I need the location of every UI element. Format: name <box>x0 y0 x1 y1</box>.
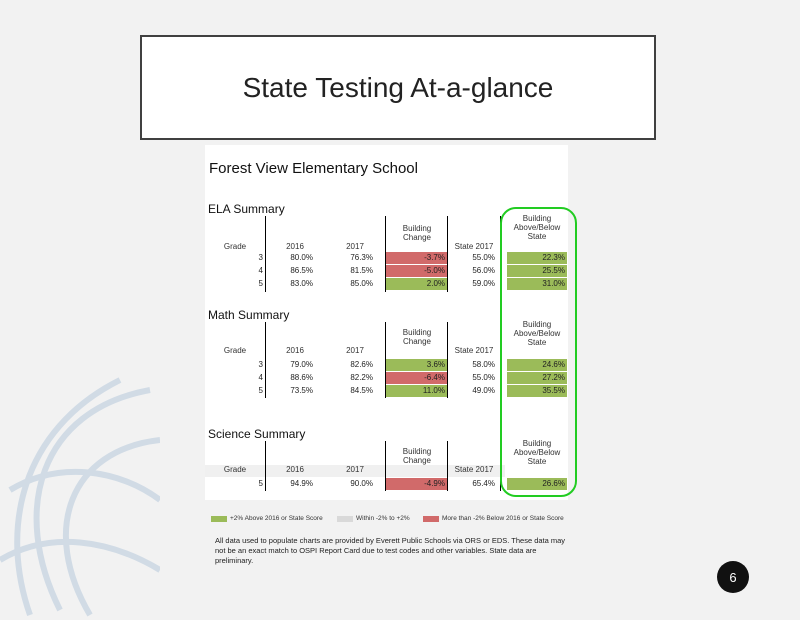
data-source-note: All data used to populate charts are pro… <box>215 536 566 565</box>
science-section: Science Summary Grade 2016 2017 Building… <box>205 427 568 497</box>
ela-row-2-above: 25.5% <box>507 265 567 277</box>
math-row-3-y2016: 73.5% <box>290 386 313 395</box>
globe-decoration-icon <box>0 377 160 617</box>
above-state-highlight-ring <box>500 207 577 497</box>
ela-row-2-y2017: 81.5% <box>350 266 373 275</box>
math-section: Math Summary Grade 2016 2017 Building Ch… <box>205 308 568 398</box>
ela-header-above: Building Above/Below State <box>513 214 561 241</box>
ela-row-1-grade: 3 <box>258 253 263 262</box>
math-row-2-state: 55.0% <box>472 373 495 382</box>
ela-header-2016: 2016 <box>286 242 304 251</box>
ela-header-grade: Grade <box>223 242 247 251</box>
math-row-2-y2017: 82.2% <box>350 373 373 382</box>
science-row-1-above: 26.6% <box>507 478 567 490</box>
math-row-1-above: 24.6% <box>507 359 567 371</box>
ela-row-3-grade: 5 <box>258 279 263 288</box>
slide-title: State Testing At-a-glance <box>242 71 554 103</box>
science-header-above: Building Above/Below State <box>513 439 561 466</box>
ela-row-3-state: 59.0% <box>472 279 495 288</box>
legend-red: More than -2% Below 2016 or State Score <box>423 515 564 522</box>
science-row-1-grade: 5 <box>258 479 263 488</box>
ela-row-2-state: 56.0% <box>472 266 495 275</box>
math-row-3-grade: 5 <box>258 386 263 395</box>
science-header-state: State 2017 <box>454 465 494 474</box>
ela-row-2-change: -5.0% <box>386 265 447 277</box>
math-row-3-state: 49.0% <box>472 386 495 395</box>
ela-header-change: Building Change <box>402 224 432 242</box>
math-row-1-y2017: 82.6% <box>350 360 373 369</box>
slide-title-box: State Testing At-a-glance <box>140 35 656 140</box>
ela-header-state: State 2017 <box>454 242 494 251</box>
ela-row-1-above: 22.3% <box>507 252 567 264</box>
math-header-state: State 2017 <box>454 346 494 355</box>
ela-row-3-y2017: 85.0% <box>350 279 373 288</box>
science-row-1-y2017: 90.0% <box>350 479 373 488</box>
math-row-1-y2016: 79.0% <box>290 360 313 369</box>
math-header-above: Building Above/Below State <box>513 320 561 347</box>
ela-section: ELA Summary Grade 2016 2017 Building Cha… <box>205 202 568 292</box>
ela-row-3-above: 31.0% <box>507 278 567 290</box>
math-header-2017: 2017 <box>346 346 364 355</box>
math-row-1-state: 58.0% <box>472 360 495 369</box>
math-header-change: Building Change <box>402 328 432 346</box>
science-header-change: Building Change <box>402 447 432 465</box>
science-row-1-y2016: 94.9% <box>290 479 313 488</box>
ela-row-2-grade: 4 <box>258 266 263 275</box>
report-document: Forest View Elementary School ELA Summar… <box>205 145 568 500</box>
science-header-2017: 2017 <box>346 465 364 474</box>
math-row-2-grade: 4 <box>258 373 263 382</box>
school-name: Forest View Elementary School <box>209 160 418 177</box>
ela-row-2-y2016: 86.5% <box>290 266 313 275</box>
math-row-2-y2016: 88.6% <box>290 373 313 382</box>
math-row-3-y2017: 84.5% <box>350 386 373 395</box>
legend-green: +2% Above 2016 or State Score <box>211 515 323 522</box>
math-row-2-change: -6.4% <box>386 372 447 384</box>
math-row-1-change: 3.6% <box>386 359 447 371</box>
math-row-1-grade: 3 <box>258 360 263 369</box>
science-header-grade: Grade <box>223 465 247 474</box>
math-title: Math Summary <box>208 308 290 322</box>
math-row-3-above: 35.5% <box>507 385 567 397</box>
ela-row-1-state: 55.0% <box>472 253 495 262</box>
ela-row-3-y2016: 83.0% <box>290 279 313 288</box>
math-header-grade: Grade <box>223 346 247 355</box>
ela-header-2017: 2017 <box>346 242 364 251</box>
math-header-2016: 2016 <box>286 346 304 355</box>
science-header-2016: 2016 <box>286 465 304 474</box>
science-header-shade <box>205 465 505 477</box>
page-number: 6 <box>717 561 749 593</box>
ela-title: ELA Summary <box>208 202 285 216</box>
ela-row-1-y2017: 76.3% <box>350 253 373 262</box>
ela-row-1-change: -3.7% <box>386 252 447 264</box>
ela-row-3-change: 2.0% <box>386 278 447 290</box>
science-row-1-change: -4.9% <box>386 478 447 490</box>
science-title: Science Summary <box>208 427 306 441</box>
math-row-2-above: 27.2% <box>507 372 567 384</box>
legend: +2% Above 2016 or State Score Within -2%… <box>205 512 575 526</box>
science-row-1-state: 65.4% <box>472 479 495 488</box>
math-row-3-change: 11.0% <box>386 385 447 397</box>
legend-grey: Within -2% to +2% <box>337 515 410 522</box>
ela-row-1-y2016: 80.0% <box>290 253 313 262</box>
